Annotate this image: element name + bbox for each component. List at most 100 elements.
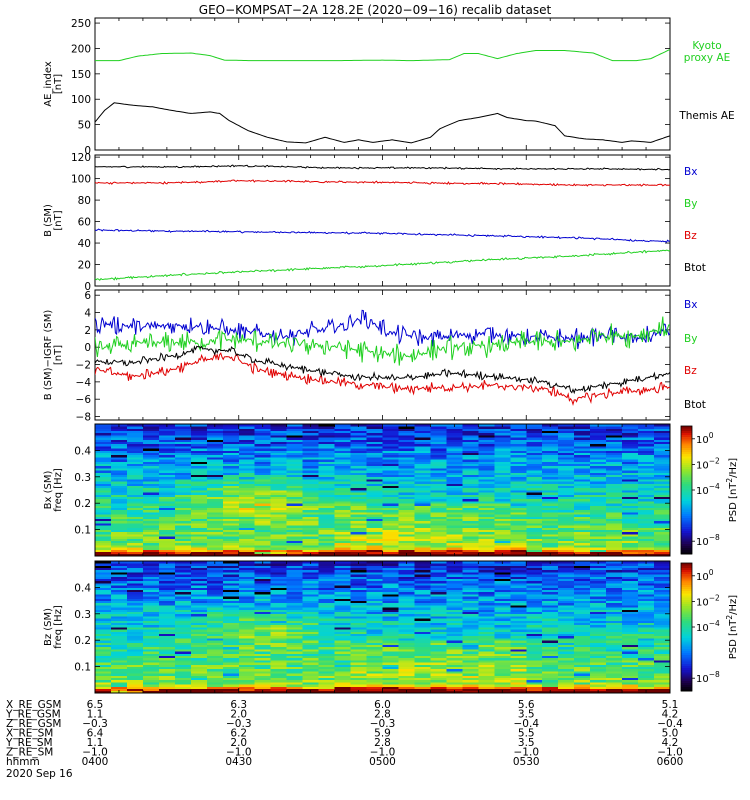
heatmap-cell: [110, 649, 128, 652]
heatmap-cell: [206, 684, 224, 687]
heatmap-cell: [542, 633, 559, 637]
heatmap-cell: [542, 631, 559, 634]
heatmap-cell: [638, 602, 655, 606]
heatmap-cell: [526, 439, 543, 442]
heatmap-cell: [334, 470, 352, 473]
heatmap-cell: [574, 518, 591, 522]
colorbar-tick-exponent: 0: [709, 568, 714, 577]
heatmap-cell: [350, 596, 368, 599]
heatmap-cell: [158, 479, 176, 482]
heatmap-cell: [334, 439, 352, 442]
heatmap-cell: [222, 551, 240, 555]
heatmap-cell: [654, 454, 671, 458]
heatmap-cell: [494, 501, 511, 504]
colorbar-cell: [681, 618, 692, 622]
heatmap-cell: [446, 527, 463, 530]
heatmap-cell: [286, 616, 304, 619]
heatmap-cell: [542, 432, 559, 436]
heatmap-cell: [126, 657, 144, 661]
heatmap-cell: [638, 505, 655, 508]
heatmap-cell: [558, 514, 575, 517]
heatmap-cell: [638, 523, 655, 526]
heatmap-cell: [462, 649, 479, 652]
heatmap-cell: [222, 572, 240, 575]
heatmap-cell: [430, 547, 447, 550]
heatmap-cell: [222, 547, 240, 550]
heatmap-cell: [526, 452, 543, 456]
heatmap-cell: [606, 531, 623, 535]
heatmap-cell: [286, 514, 304, 517]
heatmap-cell: [478, 638, 495, 641]
heatmap-cell: [478, 679, 495, 683]
heatmap-cell: [190, 505, 208, 508]
heatmap-cell: [238, 673, 256, 676]
heatmap-cell: [638, 496, 655, 500]
heatmap-cell: [222, 540, 240, 544]
heatmap-cell: [222, 684, 240, 687]
heatmap-cell: [430, 655, 447, 659]
colorbar-cell: [681, 453, 692, 457]
heatmap-cell: [270, 483, 288, 486]
heatmap-cell: [638, 448, 655, 451]
heatmap-cell: [574, 686, 591, 689]
heatmap-cell: [142, 561, 160, 564]
heatmap-cell: [142, 565, 160, 568]
heatmap-cell: [366, 470, 384, 473]
colorbar-cell: [681, 477, 692, 480]
heatmap-cell: [366, 474, 384, 478]
heatmap-cell: [95, 677, 112, 681]
heatmap-cell: [414, 476, 432, 480]
heatmap-cell: [95, 616, 112, 619]
heatmap-cell: [622, 446, 639, 449]
heatmap-cell: [398, 547, 416, 550]
heatmap-cell: [110, 551, 128, 555]
heatmap-cell: [462, 633, 479, 637]
heatmap-cell: [318, 655, 336, 659]
heatmap-cell: [398, 505, 416, 508]
colorbar-cell: [681, 571, 692, 575]
heatmap-cell: [398, 503, 416, 506]
heatmap-cell: [478, 649, 495, 652]
heatmap-cell: [334, 605, 352, 608]
heatmap-cell: [558, 432, 575, 436]
heatmap-cell: [222, 432, 240, 436]
heatmap-cell: [654, 565, 671, 568]
heatmap-cell: [254, 686, 272, 689]
heatmap-cell: [350, 547, 368, 550]
heatmap-cell: [462, 624, 479, 628]
heatmap-cell: [382, 529, 400, 533]
heatmap-cell: [302, 627, 320, 630]
heatmap-cell: [526, 472, 543, 475]
heatmap-cell: [382, 660, 400, 663]
heatmap-cell: [510, 518, 527, 522]
heatmap-cell: [382, 664, 400, 667]
heatmap-cell: [334, 640, 352, 643]
heatmap-cell: [142, 635, 160, 639]
heatmap-cell: [142, 589, 160, 593]
heatmap-cell: [430, 673, 447, 676]
heatmap-cell: [542, 596, 559, 599]
ephemeris-value: 6.2: [230, 728, 247, 740]
heatmap-cell: [446, 476, 463, 480]
series-line: [95, 352, 670, 407]
heatmap-cell: [622, 565, 639, 568]
heatmap-cell: [638, 677, 655, 681]
heatmap-cell: [254, 585, 272, 588]
heatmap-cell: [526, 620, 543, 623]
heatmap-cell: [590, 655, 607, 659]
heatmap-cell: [510, 470, 527, 473]
colorbar-cell: [681, 605, 692, 609]
heatmap-cell: [446, 534, 463, 537]
heatmap-cell: [430, 580, 447, 584]
heatmap-cell: [462, 682, 479, 685]
heatmap-cell: [366, 487, 384, 491]
colorbar-cell: [681, 573, 692, 577]
heatmap-cell: [590, 664, 607, 667]
heatmap-cell: [206, 618, 224, 621]
heatmap-cell: [398, 611, 416, 615]
heatmap-cell: [206, 534, 224, 537]
heatmap-cell: [238, 457, 256, 460]
heatmap-cell: [95, 574, 112, 577]
heatmap-cell: [558, 494, 575, 497]
heatmap-cell: [446, 600, 463, 604]
